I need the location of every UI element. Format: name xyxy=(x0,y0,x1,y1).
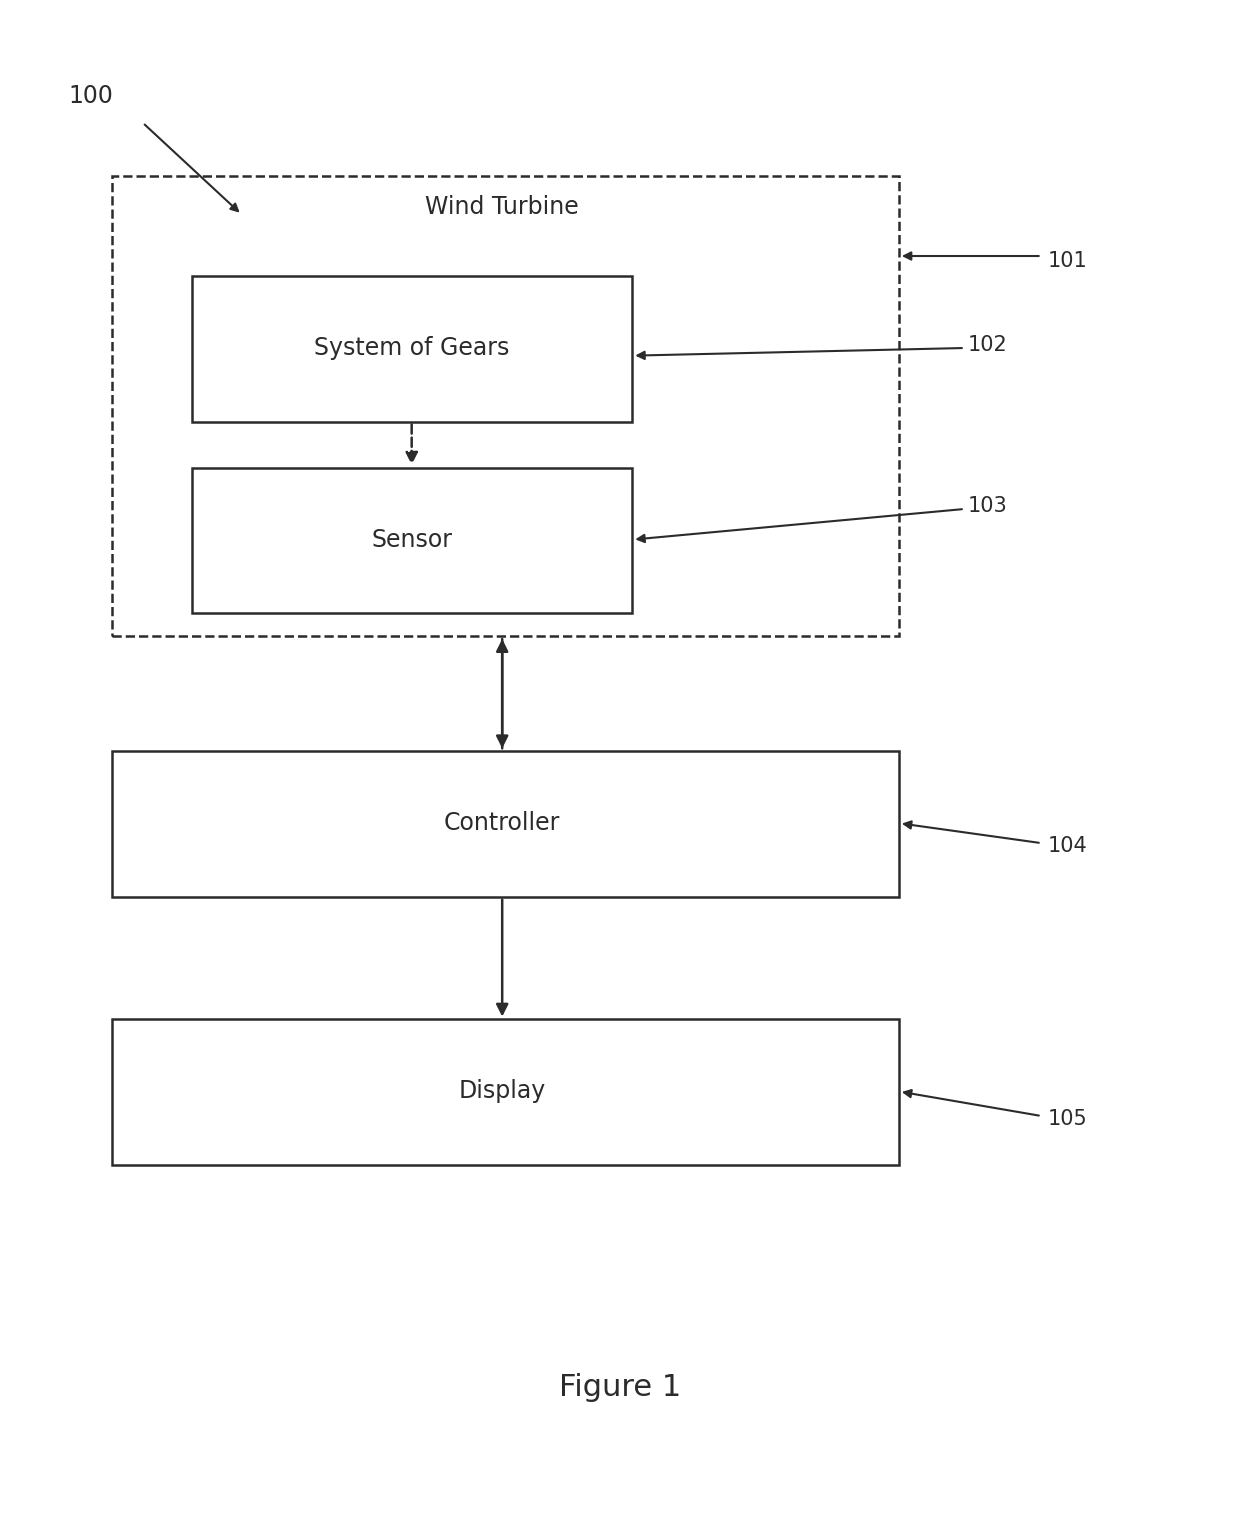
Bar xyxy=(192,276,632,422)
Text: Sensor: Sensor xyxy=(371,527,453,552)
Text: System of Gears: System of Gears xyxy=(314,336,510,360)
Text: Controller: Controller xyxy=(444,811,560,835)
Bar xyxy=(112,176,899,636)
Text: Figure 1: Figure 1 xyxy=(559,1374,681,1401)
Bar xyxy=(192,468,632,613)
Text: 101: 101 xyxy=(1048,250,1087,271)
Text: Wind Turbine: Wind Turbine xyxy=(425,195,579,219)
Text: 102: 102 xyxy=(967,334,1007,356)
Text: 104: 104 xyxy=(1048,835,1087,857)
Bar xyxy=(112,751,899,897)
Bar xyxy=(112,1019,899,1165)
Text: 105: 105 xyxy=(1048,1108,1087,1130)
Text: 100: 100 xyxy=(68,84,113,109)
Text: 103: 103 xyxy=(967,495,1007,517)
Text: Display: Display xyxy=(459,1079,546,1104)
